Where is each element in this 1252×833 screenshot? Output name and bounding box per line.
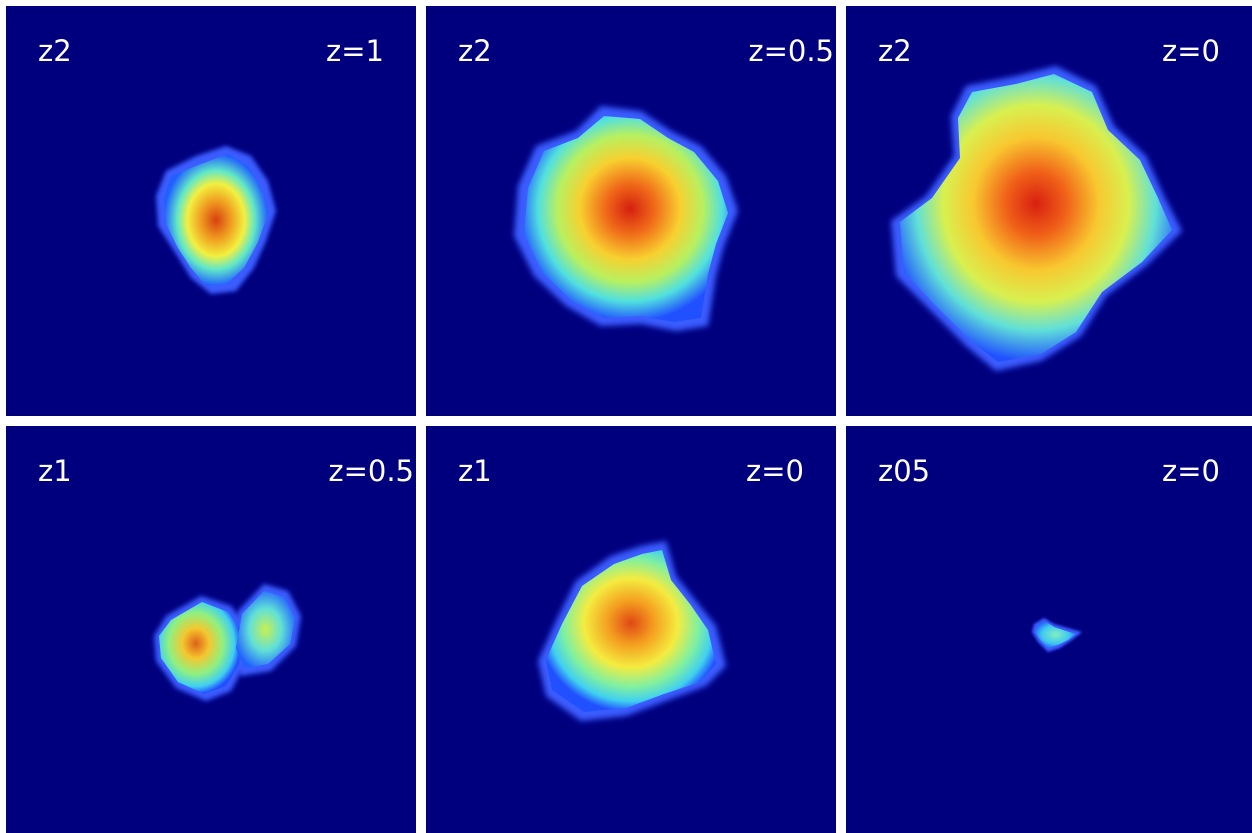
panel-2: z2 z=0.5 [426,6,836,416]
run-label: z1 [458,454,492,488]
panel-4: z1 z=0.5 [6,426,416,833]
density-image [156,146,276,294]
density-image [154,584,301,701]
run-label: z1 [38,454,72,488]
panel-5: z1 z=0 [426,426,836,833]
density-image [1032,618,1082,652]
density-image [891,66,1182,371]
redshift-label: z=1 [326,34,384,68]
panel-6: z05 z=0 [846,426,1252,833]
panel-1: z2 z=1 [6,6,416,416]
run-label: z2 [38,34,72,68]
redshift-label: z=0.5 [748,34,834,68]
run-label: z2 [458,34,492,68]
redshift-label: z=0.5 [328,454,414,488]
run-label: z05 [878,454,931,488]
run-label: z2 [878,34,912,68]
panel-3: z2 z=0 [846,6,1252,416]
redshift-label: z=0 [1162,34,1220,68]
density-image [514,106,738,331]
redshift-label: z=0 [746,454,804,488]
density-image [538,541,726,721]
redshift-label: z=0 [1162,454,1220,488]
